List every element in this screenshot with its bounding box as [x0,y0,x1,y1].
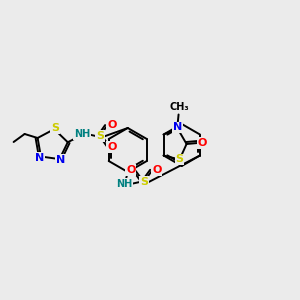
Text: O: O [152,165,161,175]
Text: O: O [198,138,207,148]
Text: NH: NH [74,129,90,139]
Text: S: S [51,123,59,133]
Text: O: O [126,165,135,175]
Text: O: O [107,120,116,130]
Text: NH: NH [116,179,132,189]
Text: S: S [96,131,104,141]
Text: N: N [35,152,44,163]
Text: O: O [107,142,116,152]
Text: N: N [56,155,65,165]
Text: S: S [140,177,148,187]
Text: N: N [173,122,182,133]
Text: S: S [176,154,184,164]
Text: CH₃: CH₃ [170,103,189,112]
